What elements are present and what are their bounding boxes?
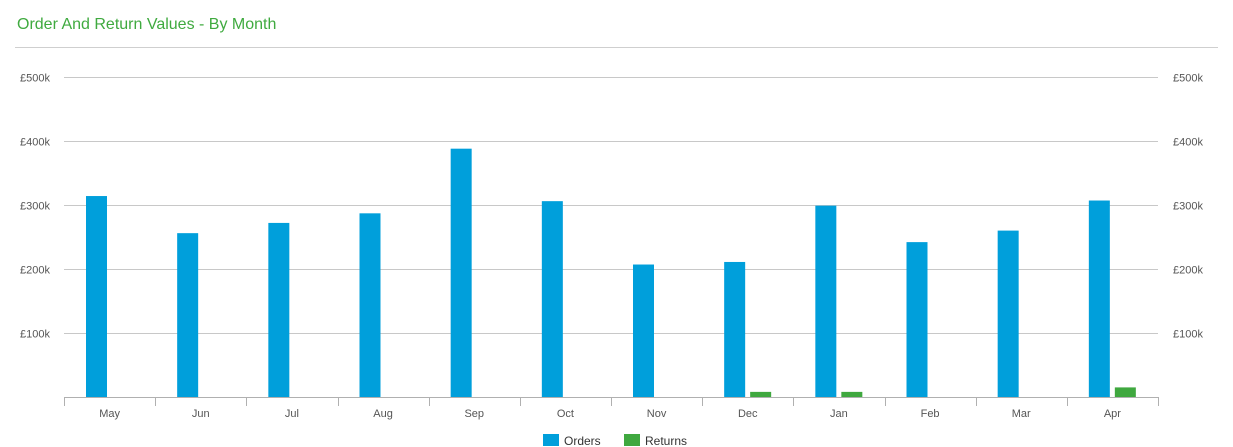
orders-bar xyxy=(86,196,107,397)
orders-bar xyxy=(1088,200,1110,397)
returns-bar xyxy=(750,391,772,397)
orders-bar xyxy=(633,264,654,397)
y-tick-label-left: £200k xyxy=(20,265,50,277)
title-divider xyxy=(15,47,1218,48)
returns-bar xyxy=(841,391,863,397)
y-tick-label-left: £400k xyxy=(20,137,50,149)
y-tick-label-right: £500k xyxy=(1173,73,1203,85)
x-tick-label: Aug xyxy=(373,408,393,420)
y-tick-label-right: £400k xyxy=(1173,137,1203,149)
y-tick-label-left: £300k xyxy=(20,201,50,213)
orders-bar xyxy=(177,233,199,397)
orders-bar xyxy=(724,261,746,397)
x-tick-label: Jul xyxy=(285,408,299,420)
y-tick-label-right: £100k xyxy=(1173,329,1203,341)
y-tick-label-left: £100k xyxy=(20,329,50,341)
x-tick-label: Sep xyxy=(464,408,484,420)
orders-bar xyxy=(450,148,472,397)
orders-bar xyxy=(359,213,381,397)
legend-label-returns: Returns xyxy=(645,434,687,447)
orders-bar xyxy=(268,222,290,397)
x-tick-label: Jun xyxy=(192,408,210,420)
x-tick-label: Dec xyxy=(738,408,758,420)
x-tick-label: Mar xyxy=(1012,408,1031,420)
x-tick-label: Apr xyxy=(1104,408,1121,420)
y-tick-label-left: £500k xyxy=(20,73,50,85)
legend-label-orders: Orders xyxy=(564,434,601,447)
x-tick-label: Feb xyxy=(921,408,940,420)
x-tick-label: May xyxy=(99,408,120,420)
orders-bar xyxy=(815,205,837,397)
x-tick-label: Oct xyxy=(557,408,574,420)
returns-bar xyxy=(1114,387,1136,397)
orders-bar xyxy=(541,201,563,397)
orders-bar xyxy=(997,230,1019,397)
x-tick-label: Nov xyxy=(647,408,667,420)
legend-swatch-orders xyxy=(543,434,559,446)
legend-swatch-returns xyxy=(624,434,640,446)
y-tick-label-right: £200k xyxy=(1173,265,1203,277)
orders-bar xyxy=(906,242,928,397)
x-tick-label: Jan xyxy=(830,408,848,420)
panel-title: Order And Return Values - By Month xyxy=(17,16,277,33)
y-tick-label-right: £300k xyxy=(1173,201,1203,213)
